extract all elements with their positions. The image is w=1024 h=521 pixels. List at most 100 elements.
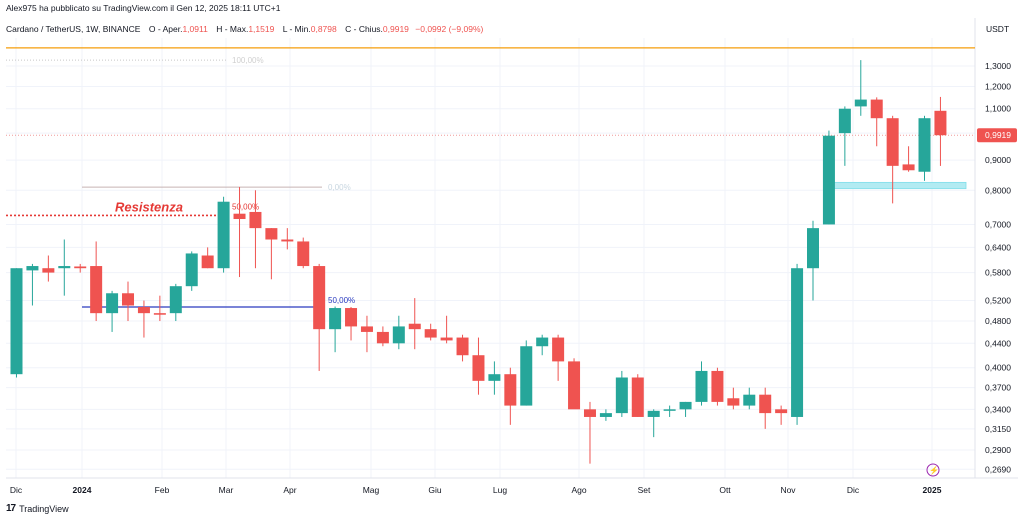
candle-body (297, 241, 310, 267)
candle-body (886, 118, 899, 166)
y-tick-label: 0,4800 (985, 316, 1011, 326)
y-tick-label: 0,9000 (985, 155, 1011, 165)
close-label: C - Chius. (345, 24, 383, 34)
candle-body (759, 394, 772, 414)
x-tick-label: Ott (719, 485, 731, 495)
candle-body (456, 337, 469, 356)
x-tick-label: Nov (780, 485, 796, 495)
candle-body (10, 268, 23, 375)
open-value: 1,0911 (182, 24, 208, 34)
candle-body (201, 255, 214, 269)
x-tick-label: Mar (219, 485, 234, 495)
x-tick-label: 2025 (923, 485, 942, 495)
candle-body (265, 228, 278, 240)
candle-body (727, 398, 740, 406)
candle-body (408, 323, 421, 330)
last-price-value: 0,9919 (985, 130, 1011, 140)
candle-body (695, 370, 708, 402)
candle-body (329, 308, 342, 330)
change-value: −0,0992 (−9,09%) (415, 24, 484, 34)
candle-body (345, 308, 358, 327)
x-tick-label: Giu (428, 485, 442, 495)
candle-body (488, 374, 501, 381)
x-tick-label: Lug (493, 485, 507, 495)
last-price-tag (977, 128, 1017, 143)
candle-body (376, 331, 389, 344)
y-tick-label: 0,4400 (985, 338, 1011, 348)
candle-body (711, 370, 724, 402)
candle-body (775, 409, 788, 414)
footer: 17 TradingView (6, 503, 69, 514)
lightning-glyph: ⚡ (929, 465, 939, 475)
low-label: L - Min. (282, 24, 311, 34)
y-tick-label: 0,5800 (985, 268, 1011, 278)
candle-body (42, 268, 55, 273)
candle-body (74, 266, 87, 269)
candle-body (679, 401, 692, 410)
candle-body (440, 337, 453, 341)
x-tick-label: Dic (847, 485, 860, 495)
candle-body (838, 108, 851, 134)
candle-body (424, 329, 437, 338)
candle-body (249, 211, 262, 229)
y-tick-label: 1,1000 (985, 104, 1011, 114)
y-tick-label: 0,3150 (985, 424, 1011, 434)
candle-body (663, 409, 676, 411)
close-value: 0,9919 (382, 24, 409, 34)
y-tick-label: 0,5200 (985, 296, 1011, 306)
candle-body (918, 118, 931, 172)
candle-body (854, 99, 867, 107)
candle-body (137, 307, 150, 314)
candle-body (583, 409, 596, 417)
x-tick-label: Apr (283, 485, 296, 495)
candle-body (504, 374, 517, 406)
fib-50-label-red: 50,00% (232, 203, 259, 212)
candle-body (870, 99, 883, 119)
support-zone (825, 181, 967, 190)
low-value: 0,8798 (310, 24, 337, 34)
candle-body (568, 361, 581, 410)
candle-body (217, 201, 230, 269)
x-tick-label: Set (638, 485, 651, 495)
x-tick-label: Ago (571, 485, 586, 495)
symbol-name: Cardano / TetherUS, 1W, BINANCE (6, 24, 141, 34)
candle-body (233, 213, 246, 220)
y-tick-label: 0,2900 (985, 445, 1011, 455)
y-tick-label: 1,3000 (985, 61, 1011, 71)
candle-body (169, 286, 182, 314)
candle-body (536, 337, 549, 347)
y-tick-label: 0,8000 (985, 185, 1011, 195)
x-tick-label: Mag (363, 485, 380, 495)
candle-body (615, 377, 628, 414)
candle-body (599, 413, 612, 417)
candle-body (185, 253, 198, 287)
candle-body (26, 266, 39, 271)
candle-body (807, 228, 819, 269)
x-tick-label: Dic (10, 485, 23, 495)
published-info: Alex975 ha pubblicato su TradingView.com… (6, 3, 281, 13)
candle-body (647, 410, 660, 417)
candle-body (472, 355, 485, 381)
symbol-info: Cardano / TetherUS, 1W, BINANCE O - Aper… (6, 24, 483, 34)
fib-0-label: 0,00% (328, 183, 351, 192)
candle-body (153, 313, 166, 315)
candle-body (313, 266, 326, 330)
candle-body (791, 268, 804, 417)
candle-body (281, 239, 294, 242)
y-tick-label: 0,3400 (985, 404, 1011, 414)
candle-body (631, 377, 644, 417)
candle-body (90, 266, 103, 314)
high-value: 1,1519 (248, 24, 275, 34)
candle-body (520, 346, 533, 406)
candle-body (58, 266, 71, 269)
fib-100-label: 100,00% (232, 56, 264, 65)
tradingview-logo-icon: 17 (6, 503, 16, 514)
y-tick-label: 0,7000 (985, 219, 1011, 229)
y-tick-label: 0,6400 (985, 242, 1011, 252)
x-tick-label: Feb (155, 485, 170, 495)
candle-body (552, 337, 565, 362)
fib-50-label-blue: 50,00% (328, 296, 355, 305)
open-label: O - Aper. (148, 24, 183, 34)
